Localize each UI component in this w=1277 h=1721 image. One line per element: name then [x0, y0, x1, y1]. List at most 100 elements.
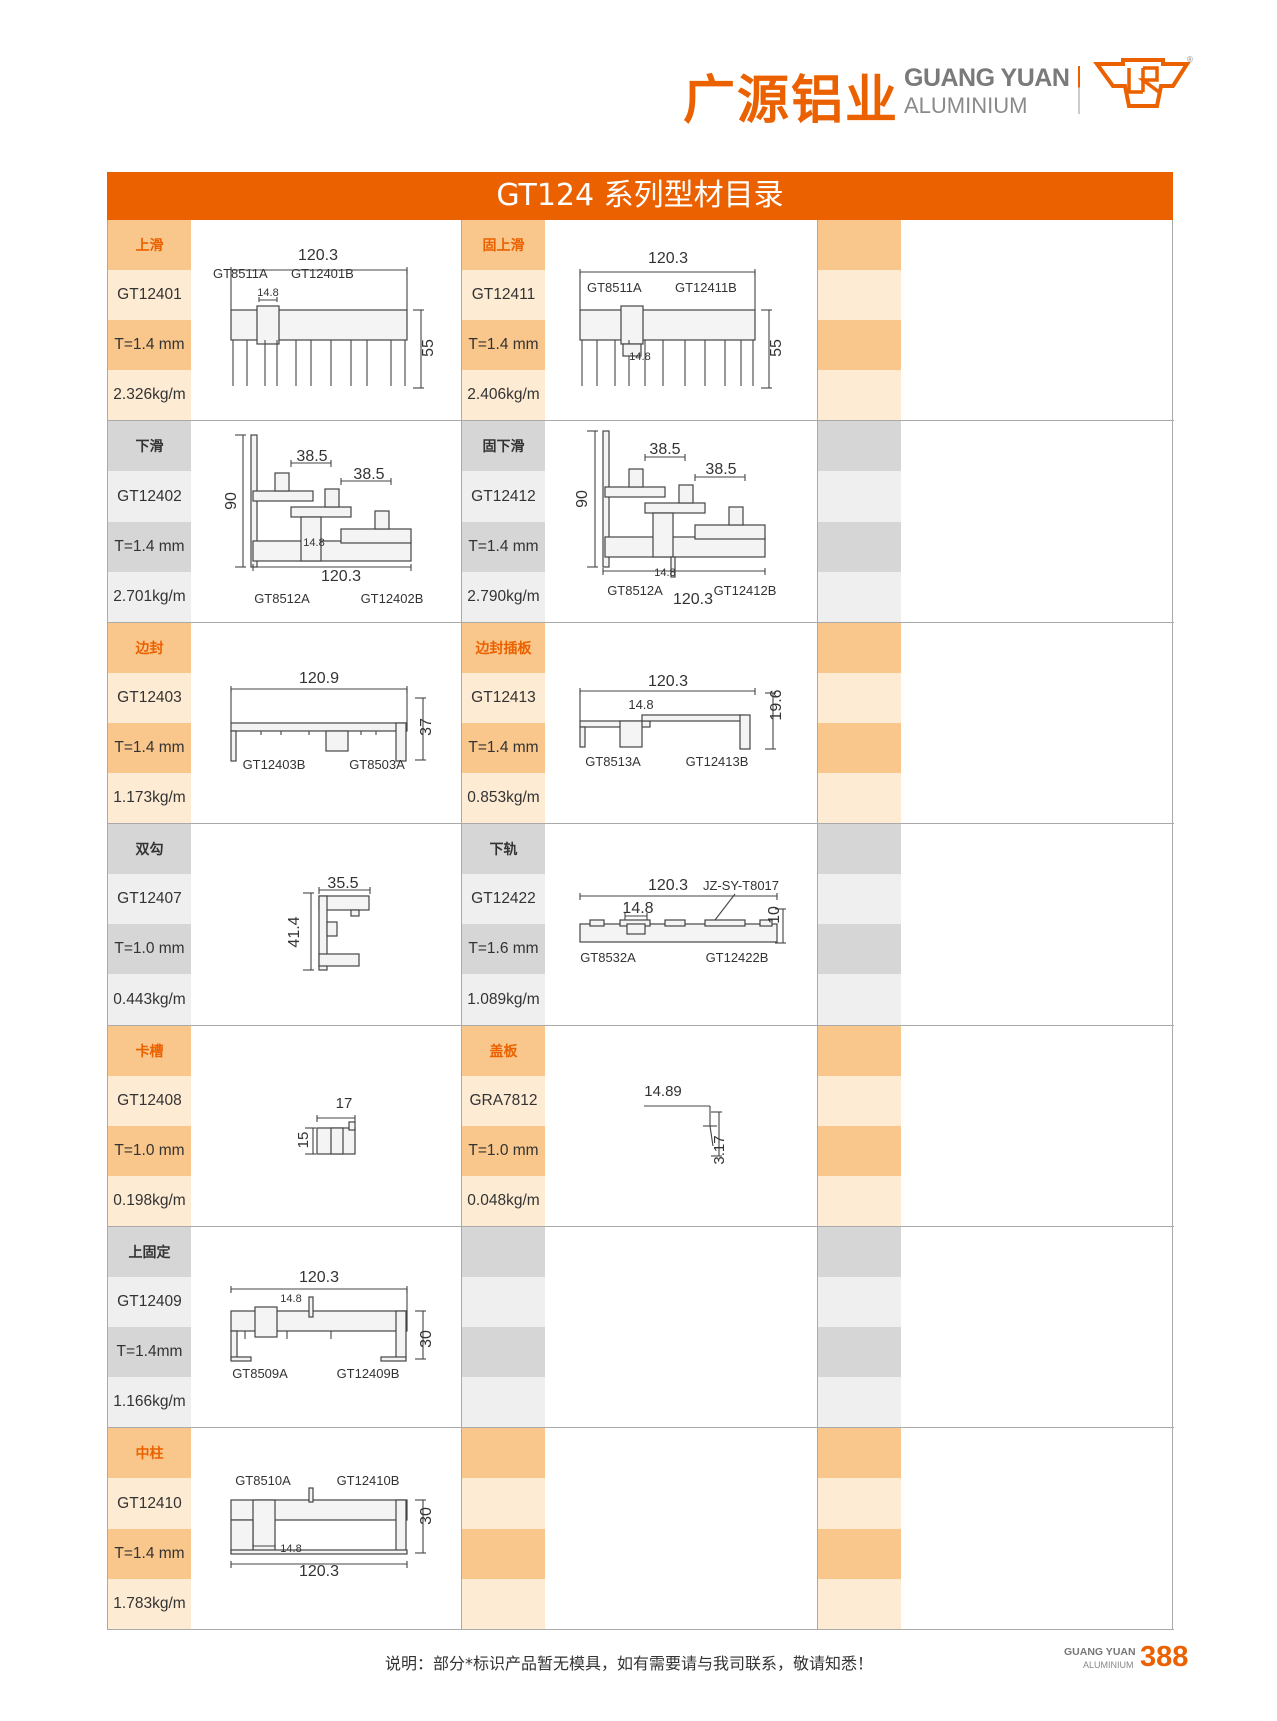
drawing-label: GT12411B [675, 280, 737, 295]
profile-section-drawing: 120.3 GT8511A GT12411B 14.8 55 [579, 250, 785, 389]
profile-weight: 1.089kg/m [462, 974, 545, 1025]
drawing-label: GT12412B [714, 583, 777, 598]
profile-thickness [818, 521, 901, 572]
profile-outline [628, 468, 644, 488]
profile-cell-GT12412: 固下滑 GT12412 T=1.4 mm 2.790kg/m 38.5 38.5 90 14.… [462, 421, 818, 622]
profile-info-column: 双勾 GT12407 T=1.0 mm 0.443kg/m [108, 824, 191, 1025]
profile-code [462, 1478, 545, 1529]
drawing-label: 38.5 [353, 466, 384, 483]
drawing-label: 14.8 [622, 900, 653, 917]
profile-code: GT12407 [108, 874, 191, 925]
drawing-label: 120.3 [321, 568, 361, 585]
profile-info-column [818, 1428, 901, 1629]
profile-weight: 1.173kg/m [108, 773, 191, 824]
drawing-label: 14.8 [303, 537, 324, 549]
logo-divider [1078, 66, 1080, 114]
profile-thickness [818, 722, 901, 774]
profile-outline [579, 923, 778, 943]
profile-weight: 1.166kg/m [108, 1377, 191, 1428]
profile-weight: 2.326kg/m [108, 370, 191, 421]
profile-outline [348, 1120, 356, 1131]
profile-outline [324, 488, 340, 508]
brand-logo-en-sub: ALUMINIUM [904, 93, 1028, 118]
footer-brand: GUANG YUAN [1064, 1646, 1136, 1658]
page-number: 388 [1140, 1641, 1189, 1673]
profile-info-column: 卡槽 GT12408 T=1.0 mm 0.198kg/m [108, 1025, 191, 1226]
drawing-label: 14.8 [257, 287, 278, 299]
profile-outline [230, 1519, 254, 1554]
profile-outline [318, 953, 360, 967]
profile-code: GT12410 [108, 1478, 191, 1529]
profile-outline [604, 486, 666, 498]
profile-outline [230, 1330, 238, 1360]
drawing-label: GT12422B [706, 950, 769, 965]
profile-info-column [818, 220, 901, 421]
drawing-label: 120.3 [299, 1563, 339, 1580]
drawing-label: 38.5 [649, 441, 680, 458]
profile-outline [274, 472, 290, 492]
drawing-label: GT12401B [291, 266, 354, 281]
profile-code: GT12409 [108, 1277, 191, 1328]
profile-outline [604, 536, 766, 558]
profile-info-column: 边封插板 GT12413 T=1.4 mm 0.853kg/m [462, 622, 545, 824]
empty-profile-cell [818, 220, 1174, 421]
profile-cell-GT12408: 卡槽 GT12408 T=1.0 mm 0.198kg/m 17 15 [108, 1025, 462, 1226]
profile-code [818, 672, 901, 723]
drawing-label: 90 [574, 490, 591, 508]
profile-outline [374, 510, 390, 530]
drawing-label: JZ-SY-T8017 [703, 878, 779, 893]
profile-outline [652, 512, 674, 558]
profile-weight [818, 370, 901, 421]
profile-thickness: T=1.4 mm [462, 722, 545, 774]
profile-catalog-table: 上滑 GT12401 T=1.4 mm 2.326kg/m 120.3 GT8511A GT… [107, 220, 1174, 1630]
profile-name: 盖板 [462, 1025, 545, 1076]
profile-section-drawing: 14.89 3.17 [644, 1083, 728, 1164]
profile-outline [230, 1549, 408, 1555]
empty-profile-cell [818, 824, 1174, 1025]
profile-name: 固上滑 [462, 220, 545, 271]
profile-weight [462, 1377, 545, 1428]
drawing-label: GT8513A [585, 754, 641, 769]
empty-profile-cell [818, 622, 1174, 824]
drawing-label: GT8509A [232, 1366, 288, 1381]
drawing-label: 14.8 [280, 1293, 301, 1305]
profile-code: GT12412 [462, 471, 545, 522]
profile-thickness: T=1.0 mm [108, 924, 191, 975]
profile-name [818, 421, 901, 472]
profile-thickness: T=1.4 mm [108, 320, 191, 371]
profile-weight [462, 1578, 545, 1629]
profile-weight [818, 773, 901, 824]
catalog-row: 下滑 GT12402 T=1.4 mm 2.701kg/m 38.5 38.5 90 14.8… [108, 421, 1174, 623]
profile-info-column: 中柱 GT12410 T=1.4 mm 1.783kg/m [108, 1428, 191, 1629]
drawing-label: 14.8 [628, 697, 653, 712]
profile-thickness [462, 1528, 545, 1579]
profile-thickness: T=1.4 mm [462, 521, 545, 572]
profile-thickness [818, 924, 901, 975]
profile-section-drawing: 120.3 JZ-SY-T8017 14.8 10 GT8532A GT12422B [579, 877, 786, 965]
profile-weight [818, 974, 901, 1025]
profile-section-drawing: GT8510A GT12410B 30 14.8 120.3 [230, 1473, 435, 1580]
catalog-row: 上固定 GT12409 T=1.4mm 1.166kg/m 120.3 14.8 30 GT8… [108, 1227, 1174, 1429]
drawing-label: 3.17 [711, 1135, 728, 1164]
drawing-label: 30 [418, 1507, 435, 1525]
profile-cell-GT12422: 下轨 GT12422 T=1.6 mm 1.089kg/m 120.3 JZ-SY-T80… [462, 824, 818, 1025]
profile-outline [308, 1487, 314, 1503]
empty-profile-cell [818, 1227, 1174, 1428]
profile-weight: 1.783kg/m [108, 1578, 191, 1629]
profile-outline [664, 919, 686, 927]
profile-weight: 2.406kg/m [462, 370, 545, 421]
profile-info-column: 上滑 GT12401 T=1.4 mm 2.326kg/m [108, 220, 191, 421]
profile-code [818, 1478, 901, 1529]
profile-name [818, 824, 901, 875]
dimension-line [709, 1125, 714, 1146]
profile-outline [308, 1296, 314, 1318]
profile-outline [330, 1126, 344, 1155]
profile-section-drawing: 120.9 37 GT12403B GT8503A [230, 670, 435, 772]
profile-code [818, 471, 901, 522]
brand-logo-en: GUANG YUAN [904, 64, 1070, 92]
profile-outline [704, 919, 746, 927]
profile-outline [694, 524, 766, 540]
profile-name: 上滑 [108, 220, 191, 271]
